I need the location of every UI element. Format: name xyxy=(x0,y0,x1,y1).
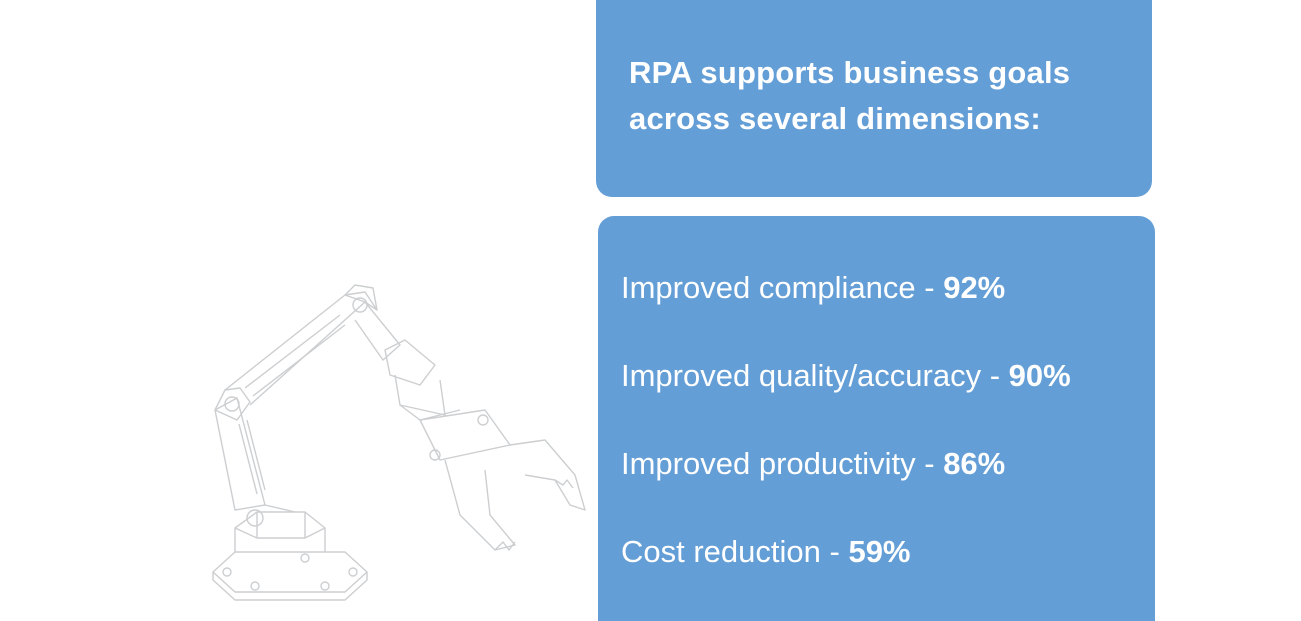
stat-list: Improved compliance - 92% Improved quali… xyxy=(598,266,1155,618)
stat-value: 59% xyxy=(848,534,911,569)
stat-item-quality: Improved quality/accuracy - 90% xyxy=(598,354,1155,442)
stat-item-cost: Cost reduction - 59% xyxy=(598,530,1155,618)
robotic-arm-icon xyxy=(212,284,586,601)
stat-label: Improved compliance xyxy=(621,270,916,305)
header-card: RPA supports business goals across sever… xyxy=(596,0,1152,197)
stat-separator: - xyxy=(915,270,944,305)
stat-value: 86% xyxy=(943,446,1006,481)
stat-item-productivity: Improved productivity - 86% xyxy=(598,442,1155,530)
stat-separator: - xyxy=(820,534,849,569)
stat-label: Improved quality/accuracy xyxy=(621,358,982,393)
header-title: RPA supports business goals across sever… xyxy=(629,55,1071,136)
stat-item-compliance: Improved compliance - 92% xyxy=(598,266,1155,354)
stat-label: Improved productivity xyxy=(621,446,916,481)
stat-separator: - xyxy=(981,358,1009,393)
stat-value: 92% xyxy=(943,270,1006,305)
stats-card: Improved compliance - 92% Improved quali… xyxy=(598,216,1155,621)
stat-label: Cost reduction xyxy=(621,534,821,569)
stat-separator: - xyxy=(915,446,944,481)
stat-value: 90% xyxy=(1008,358,1071,393)
